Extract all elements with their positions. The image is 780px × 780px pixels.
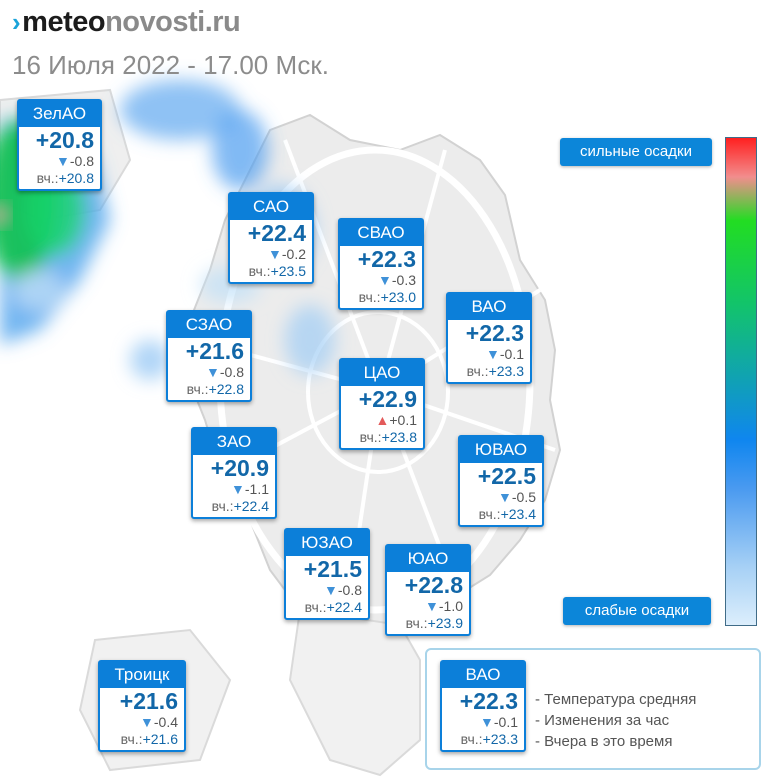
district-temperature: +22.4 bbox=[247, 220, 306, 246]
district-change: -0.3 bbox=[391, 272, 416, 288]
date-time-title: 16 Июля 2022 - 17.00 Мск. bbox=[12, 50, 330, 80]
district-temperature: +22.3 bbox=[459, 688, 518, 714]
district-change: -0.8 bbox=[337, 582, 362, 598]
yesterday-label: вч.: bbox=[120, 731, 143, 747]
district-name: ВАО bbox=[448, 294, 530, 320]
trend-down-icon: ▼ bbox=[378, 272, 392, 288]
district-yesterday: +23.3 bbox=[482, 731, 518, 747]
district-name: ВАО bbox=[442, 662, 524, 688]
district-card-svao: СВАО +22.3 ▼-0.3 вч.:+23.0 bbox=[338, 218, 424, 310]
district-change: -0.4 bbox=[153, 714, 178, 730]
legend-line-yesterday: - Вчера в это время bbox=[535, 733, 673, 750]
precipitation-scale-bar bbox=[725, 137, 757, 626]
logo-mark-icon: › bbox=[12, 7, 21, 37]
district-temperature: +22.3 bbox=[357, 246, 416, 272]
district-name: СЗАО bbox=[168, 312, 250, 338]
district-yesterday: +23.4 bbox=[500, 506, 536, 522]
district-yesterday: +23.0 bbox=[380, 289, 416, 305]
district-card-cao: ЦАО +22.9 ▲+0.1 вч.:+23.8 bbox=[339, 358, 425, 450]
district-change: -0.5 bbox=[511, 489, 536, 505]
site-logo[interactable]: › meteo novosti.ru bbox=[12, 6, 241, 39]
district-name: СВАО bbox=[340, 220, 422, 246]
district-name: ЮВАО bbox=[460, 437, 542, 463]
district-card-zelao: ЗелАО +20.8 ▼-0.8 вч.:+20.8 bbox=[17, 99, 102, 191]
trend-down-icon: ▼ bbox=[480, 714, 494, 730]
yesterday-label: вч.: bbox=[248, 263, 271, 279]
yesterday-label: вч.: bbox=[478, 506, 501, 522]
district-yesterday: +20.8 bbox=[58, 170, 94, 186]
trend-down-icon: ▼ bbox=[206, 364, 220, 380]
yesterday-label: вч.: bbox=[211, 498, 234, 514]
trend-down-icon: ▼ bbox=[231, 481, 245, 497]
trend-down-icon: ▼ bbox=[486, 346, 500, 362]
district-change: -0.1 bbox=[493, 714, 518, 730]
scale-label-heavy: сильные осадки bbox=[560, 138, 712, 166]
trend-down-icon: ▼ bbox=[324, 582, 338, 598]
district-card-zao: ЗАО +20.9 ▼-1.1 вч.:+22.4 bbox=[191, 427, 277, 519]
district-change: -0.8 bbox=[219, 364, 244, 380]
district-change: +0.1 bbox=[389, 412, 417, 428]
district-yesterday: +22.4 bbox=[326, 599, 362, 615]
yesterday-label: вч.: bbox=[405, 615, 428, 631]
scale-label-light: слабые осадки bbox=[563, 597, 711, 625]
yesterday-label: вч.: bbox=[36, 170, 59, 186]
logo-text-secondary: novosti.ru bbox=[105, 6, 241, 38]
yesterday-label: вч.: bbox=[304, 599, 327, 615]
trend-down-icon: ▼ bbox=[268, 246, 282, 262]
district-card-vao: ВАО +22.3 ▼-0.1 вч.:+23.3 bbox=[446, 292, 532, 384]
district-name: ЮАО bbox=[387, 546, 469, 572]
trend-down-icon: ▼ bbox=[56, 153, 70, 169]
yesterday-label: вч.: bbox=[466, 363, 489, 379]
legend-line-temperature: - Температура средняя bbox=[535, 691, 697, 708]
district-yesterday: +22.8 bbox=[208, 381, 244, 397]
district-change: -0.1 bbox=[499, 346, 524, 362]
district-change: -0.2 bbox=[281, 246, 306, 262]
district-change: -1.0 bbox=[438, 598, 463, 614]
district-yesterday: +23.3 bbox=[488, 363, 524, 379]
district-yesterday: +23.9 bbox=[427, 615, 463, 631]
legend-sample-card: ВАО +22.3 ▼-0.1 вч.:+23.3 bbox=[440, 660, 526, 752]
district-yesterday: +23.5 bbox=[270, 263, 306, 279]
district-name: ЦАО bbox=[341, 360, 423, 386]
trend-down-icon: ▼ bbox=[498, 489, 512, 505]
district-card-troitsk: Троицк +21.6 ▼-0.4 вч.:+21.6 bbox=[98, 660, 186, 752]
yesterday-label: вч.: bbox=[359, 429, 382, 445]
legend-line-change: - Изменения за час bbox=[535, 712, 670, 729]
trend-down-icon: ▼ bbox=[425, 598, 439, 614]
district-yesterday: +22.4 bbox=[233, 498, 269, 514]
district-temperature: +21.6 bbox=[119, 688, 178, 714]
district-name: САО bbox=[230, 194, 312, 220]
yesterday-label: вч.: bbox=[460, 731, 483, 747]
district-card-yuao: ЮАО +22.8 ▼-1.0 вч.:+23.9 bbox=[385, 544, 471, 636]
district-name: ЗАО bbox=[193, 429, 275, 455]
district-temperature: +22.8 bbox=[404, 572, 463, 598]
district-yesterday: +23.8 bbox=[381, 429, 417, 445]
trend-up-icon: ▲ bbox=[375, 412, 390, 428]
district-card-sao: САО +22.4 ▼-0.2 вч.:+23.5 bbox=[228, 192, 314, 284]
district-temperature: +20.8 bbox=[35, 127, 94, 153]
district-yesterday: +21.6 bbox=[142, 731, 178, 747]
district-card-yuzao: ЮЗАО +21.5 ▼-0.8 вч.:+22.4 bbox=[284, 528, 370, 620]
district-temperature: +20.9 bbox=[210, 455, 269, 481]
district-change: -0.8 bbox=[69, 153, 94, 169]
district-temperature: +21.6 bbox=[185, 338, 244, 364]
district-name: ЗелАО bbox=[19, 101, 100, 127]
yesterday-label: вч.: bbox=[186, 381, 209, 397]
trend-down-icon: ▼ bbox=[140, 714, 154, 730]
district-card-yuvao: ЮВАО +22.5 ▼-0.5 вч.:+23.4 bbox=[458, 435, 544, 527]
district-card-szao: СЗАО +21.6 ▼-0.8 вч.:+22.8 bbox=[166, 310, 252, 402]
district-temperature: +21.5 bbox=[303, 556, 362, 582]
district-name: ЮЗАО bbox=[286, 530, 368, 556]
district-temperature: +22.9 bbox=[358, 386, 417, 412]
logo-text-main: meteo bbox=[22, 6, 106, 38]
yesterday-label: вч.: bbox=[358, 289, 381, 305]
district-change: -1.1 bbox=[244, 481, 269, 497]
district-temperature: +22.5 bbox=[477, 463, 536, 489]
district-temperature: +22.3 bbox=[465, 320, 524, 346]
district-name: Троицк bbox=[100, 662, 184, 688]
